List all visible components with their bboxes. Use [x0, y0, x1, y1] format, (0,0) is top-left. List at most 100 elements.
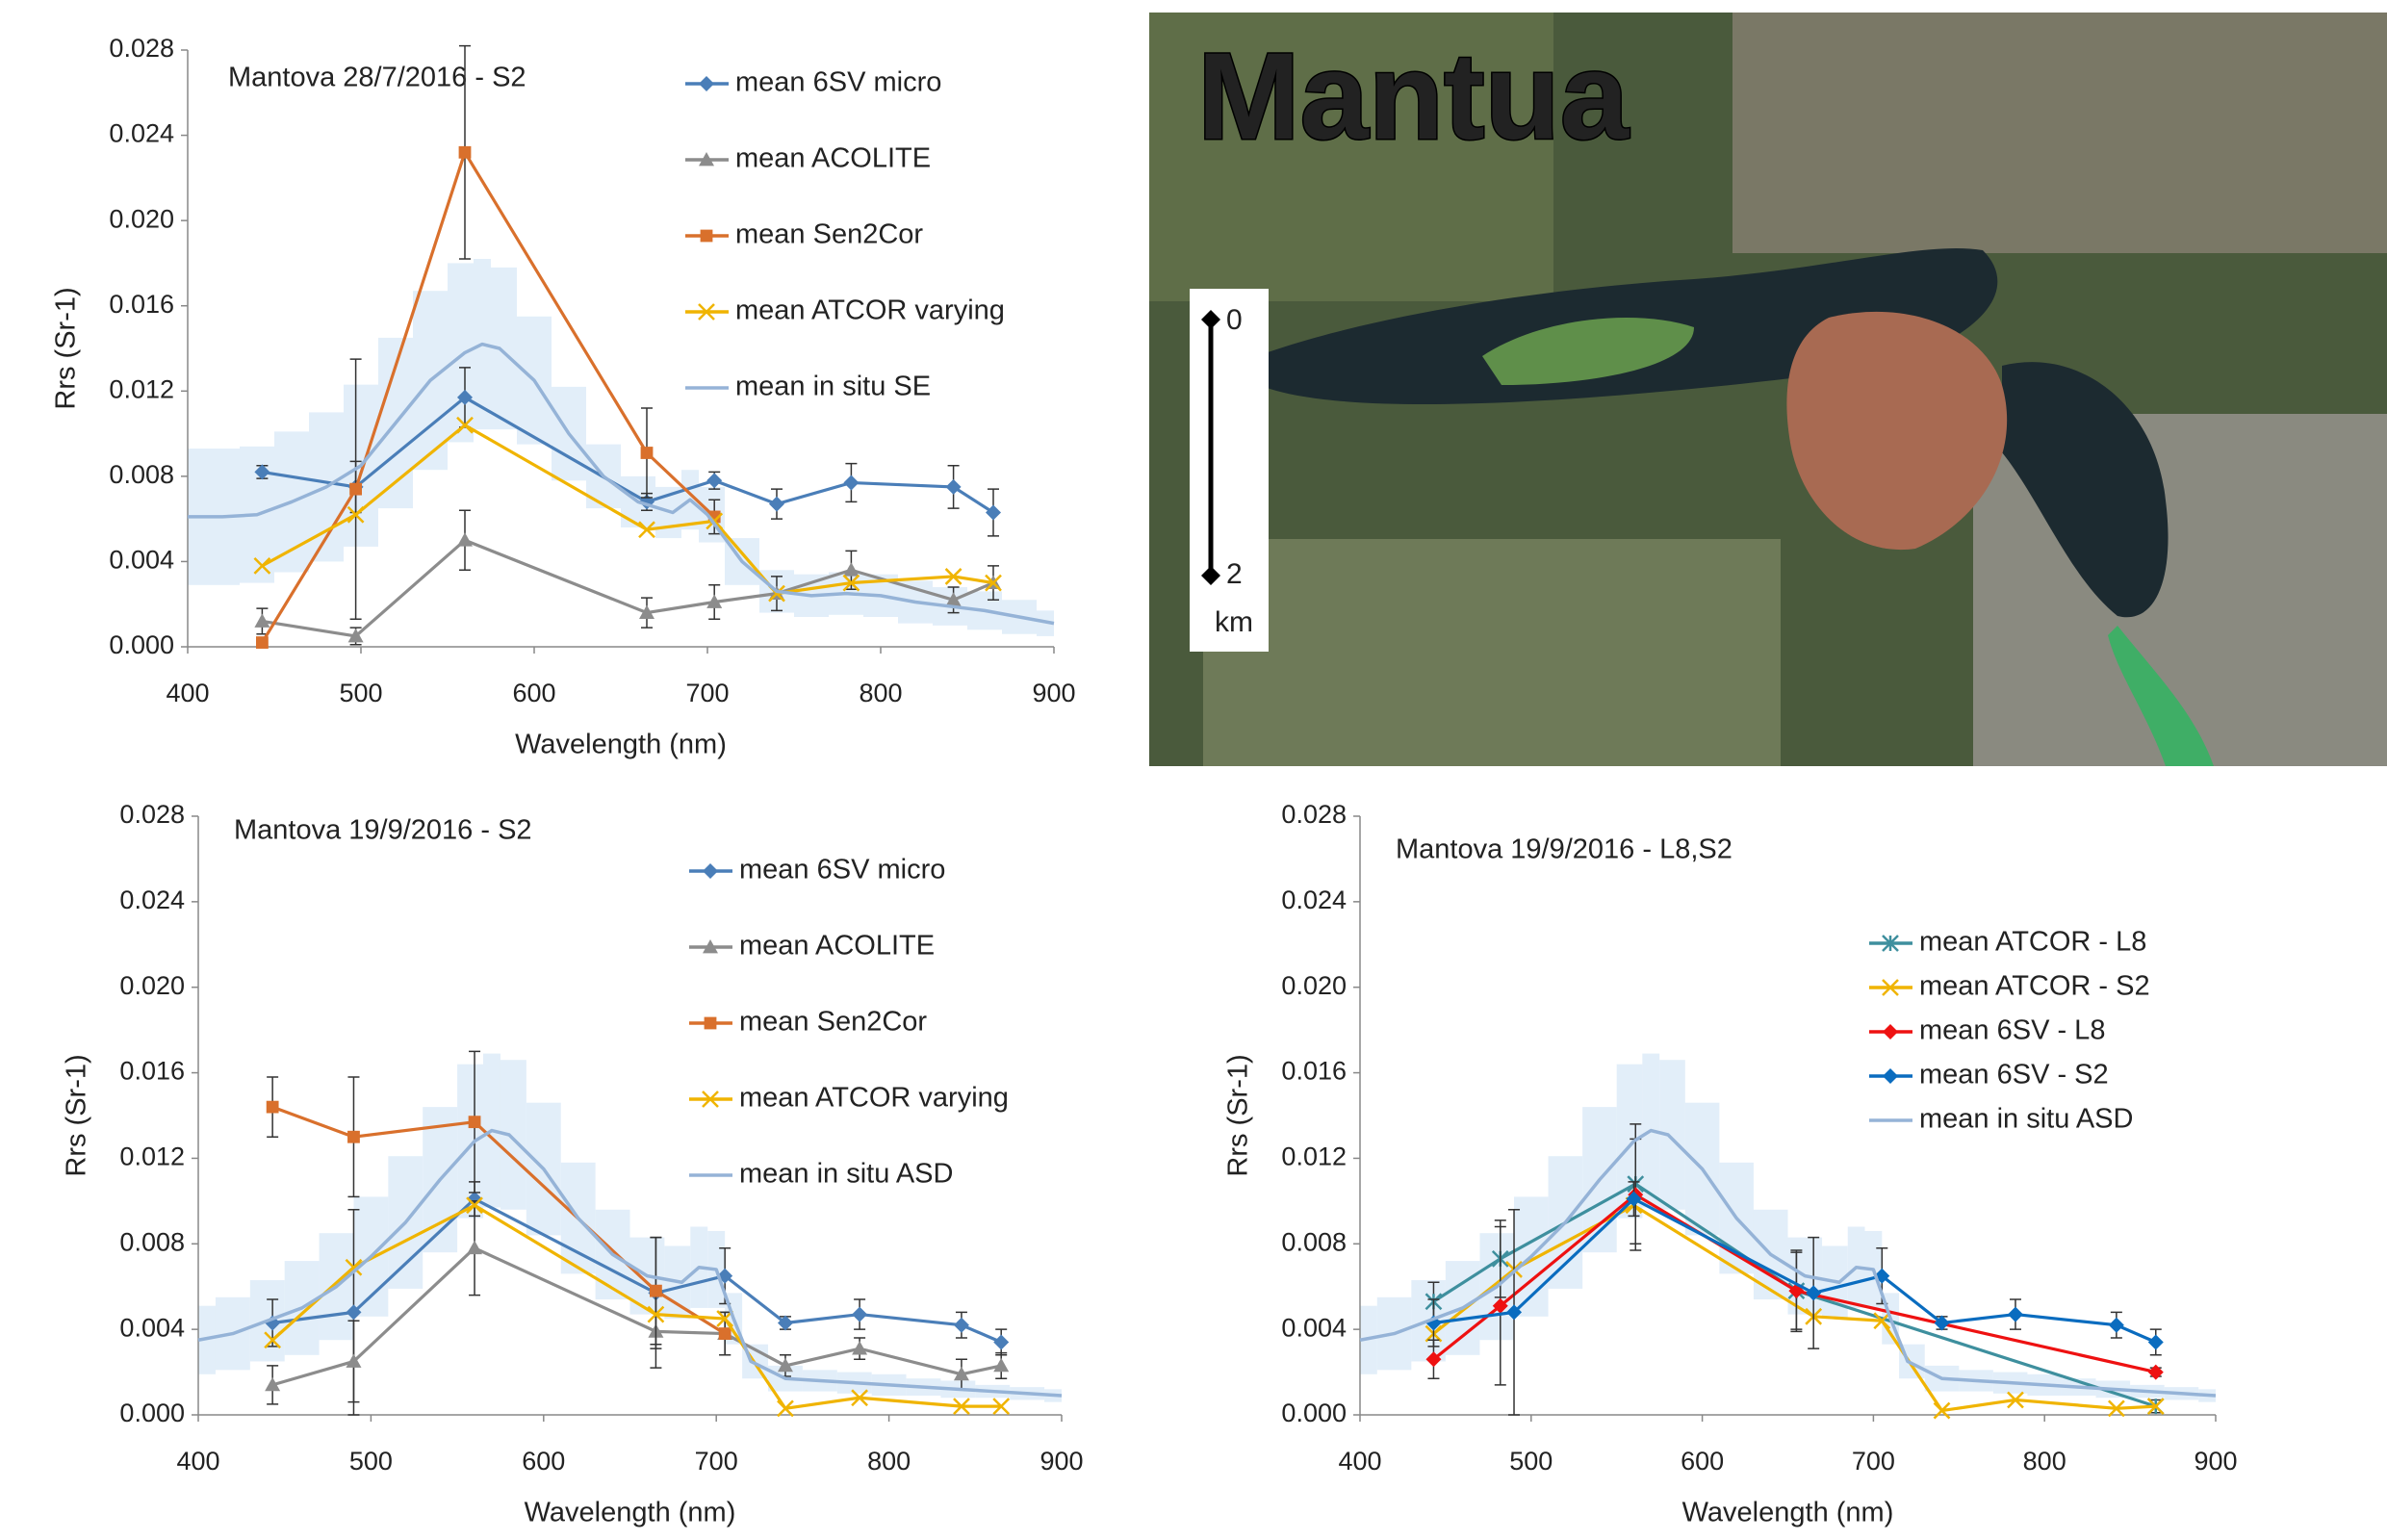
legend-marker [1883, 1024, 1898, 1040]
x-tick-label: 400 [166, 679, 209, 707]
marker [2147, 1364, 2164, 1380]
y-tick-label: 0.028 [1281, 800, 1347, 829]
marker [993, 1334, 1010, 1350]
scale-end [1201, 310, 1220, 329]
x-tick-label: 600 [512, 679, 555, 707]
marker [347, 628, 364, 643]
y-tick-label: 0.020 [119, 971, 185, 1000]
y-axis-title: Rrs (Sr-1) [51, 287, 82, 409]
marker [2007, 1306, 2023, 1322]
legend-label: mean ACOLITE [735, 143, 931, 174]
marker [777, 1399, 794, 1418]
scale-label: 2 [1226, 558, 1243, 590]
y-tick-label: 0.024 [119, 886, 185, 914]
field [1149, 13, 1553, 301]
marker [2007, 1391, 2024, 1409]
marker [346, 1304, 362, 1321]
marker [456, 416, 474, 434]
y-tick-label: 0.024 [1281, 886, 1347, 914]
wetland [1482, 318, 1694, 385]
marker [2146, 1398, 2165, 1415]
marker [264, 1331, 282, 1349]
y-tick-label: 0.004 [1281, 1313, 1347, 1342]
marker [777, 1357, 793, 1373]
chart-title: Mantova 19/9/2016 - L8,S2 [1396, 834, 1732, 865]
marker [640, 447, 654, 459]
marker [1492, 1297, 1508, 1314]
marker [953, 1366, 969, 1381]
scale-unit: km [1215, 606, 1253, 638]
marker [457, 389, 473, 405]
legend-marker [699, 152, 714, 167]
legend-label: mean ATCOR - S2 [1919, 971, 2150, 1002]
scale-box [1190, 289, 1269, 652]
marker [1806, 1285, 1822, 1301]
y-tick-label: 0.012 [1281, 1142, 1347, 1171]
legend-label: mean ACOLITE [739, 931, 935, 962]
series-line [197, 1128, 1063, 1398]
legend-label: mean ATCOR - L8 [1919, 927, 2146, 958]
field [1732, 13, 2387, 253]
y-tick-label: 0.028 [109, 34, 174, 63]
satellite-map: Mantua 0 2 km [1149, 13, 2387, 766]
marker [2147, 1334, 2164, 1350]
x-tick-label: 600 [522, 1447, 565, 1476]
legend-marker [1883, 1068, 1898, 1084]
x-tick-label: 800 [2023, 1447, 2066, 1476]
legend-label: mean 6SV - L8 [1919, 1015, 2105, 1046]
marker [843, 475, 860, 491]
marker [945, 592, 962, 606]
marker [842, 574, 860, 592]
map-title: Mantua [1197, 28, 1630, 166]
chart-title: Mantova 28/7/2016 - S2 [228, 63, 526, 93]
marker [457, 532, 473, 547]
marker [706, 473, 723, 489]
marker [1873, 1312, 1891, 1330]
chart: 0.000 0.004 0.008 0.012 0.016 0.020 0.024 0.028… [1223, 800, 2238, 1528]
x-tick-label: 700 [1852, 1447, 1895, 1476]
marker [650, 1284, 662, 1297]
marker [993, 1357, 1010, 1373]
x-axis-title: Wavelength (nm) [515, 730, 727, 760]
marker [992, 1398, 1011, 1415]
x-tick-label: 900 [1040, 1447, 1083, 1476]
marker [851, 1389, 868, 1407]
chart-title: Mantova 19/9/2016 - S2 [234, 815, 532, 846]
legend-marker [702, 1091, 719, 1108]
spread-band [457, 1064, 484, 1219]
y-tick-label: 0.012 [119, 1142, 185, 1171]
marker [345, 1258, 363, 1276]
marker [718, 1327, 732, 1340]
x-tick-label: 400 [1338, 1447, 1381, 1476]
legend-label: mean Sen2Cor [735, 219, 923, 250]
algae [2108, 626, 2214, 766]
marker [985, 574, 1002, 592]
legend-label: mean in situ SE [735, 372, 931, 402]
x-tick-label: 800 [859, 679, 902, 707]
y-tick-label: 0.004 [119, 1313, 185, 1342]
legend-label: mean ATCOR varying [739, 1083, 1009, 1114]
legend-marker [703, 939, 718, 954]
marker [1934, 1315, 1950, 1331]
marker [1626, 1191, 1642, 1207]
y-tick-label: 0.016 [1281, 1057, 1347, 1086]
legend-marker [1882, 979, 1899, 996]
marker [2107, 1399, 2125, 1418]
town [1786, 311, 2008, 551]
y-tick-label: 0.004 [109, 546, 174, 575]
y-tick-label: 0.012 [109, 374, 174, 403]
y-tick-label: 0.028 [119, 800, 185, 829]
scale-end [1201, 566, 1220, 585]
marker [253, 556, 271, 575]
marker [777, 1315, 793, 1331]
legend-marker [700, 229, 713, 243]
y-tick-label: 0.000 [1281, 1399, 1347, 1427]
legend-label: mean 6SV micro [735, 67, 941, 98]
chart: 0.000 0.004 0.008 0.012 0.016 0.020 0.024 0.028… [62, 800, 1084, 1528]
marker [349, 482, 362, 496]
marker [1425, 1351, 1442, 1368]
x-tick-label: 400 [176, 1447, 219, 1476]
marker [639, 604, 654, 619]
marker [347, 1130, 360, 1143]
x-tick-label: 900 [1032, 679, 1075, 707]
